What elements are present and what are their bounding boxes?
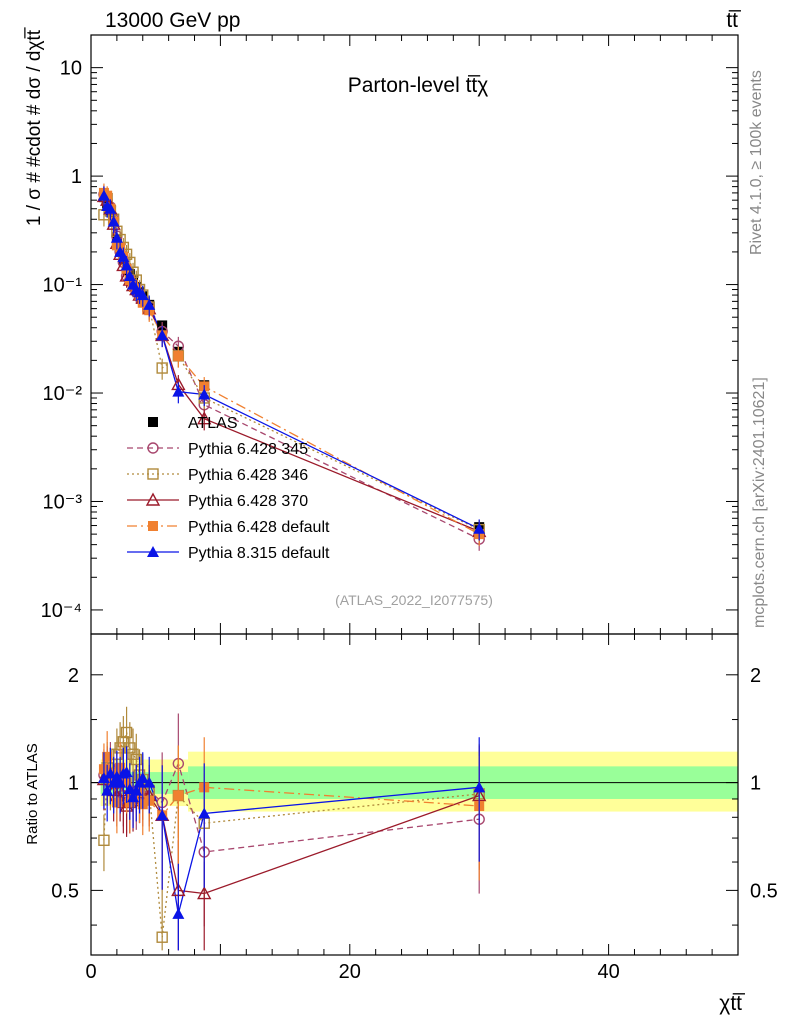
ratio-y-tick-label-right: 2 (750, 665, 761, 687)
ratio-point (117, 736, 130, 748)
data-point (143, 298, 156, 310)
data-point (156, 362, 168, 374)
legend-label: ATLAS (188, 415, 238, 432)
data-point (156, 329, 169, 341)
legend-marker (148, 521, 158, 531)
ratio-y-axis-label: Ratio to ATLAS (24, 743, 41, 844)
data-point (136, 289, 149, 301)
ratio-point (172, 907, 185, 919)
y-tick-label: 10⁻¹ (43, 275, 83, 297)
data-point (104, 202, 117, 214)
ratio-point (156, 809, 169, 821)
legend-label: Pythia 8.315 default (188, 545, 330, 562)
header-left-title: 13000 GeV pp (105, 9, 240, 32)
ratio-point (198, 807, 211, 819)
legend-label: Pythia 6.428 346 (188, 467, 308, 484)
x-tick-label: 40 (597, 961, 619, 983)
legend-marker (148, 417, 158, 427)
data-point (110, 231, 123, 243)
ratio-point (173, 790, 184, 801)
series-line-1 (103, 193, 480, 540)
ratio-point (124, 742, 136, 754)
ratio-point (143, 776, 156, 788)
data-point (198, 388, 211, 400)
data-point (197, 411, 212, 425)
legend-marker (147, 442, 159, 454)
ratio-point (136, 771, 149, 783)
data-point (473, 522, 486, 534)
legend: ATLAS Pythia 6.428 345 Pythia 6.428 346 Pyt… (127, 415, 330, 562)
y-tick-label: 10⁻² (43, 383, 83, 405)
legend-marker (147, 468, 159, 480)
ratio-y-tick-label: 0.5 (51, 880, 79, 902)
x-tick-label: 0 (85, 961, 96, 983)
ratio-y-tick-label-right: 1 (750, 773, 761, 795)
legend-label: Pythia 6.428 default (188, 519, 330, 536)
y-axis-label: 1 / σ # #cdot # dσ / dχtt̅ (24, 27, 45, 226)
ratio-point (156, 931, 168, 943)
ratio-y-tick-label: 1 (68, 773, 79, 795)
ratio-point (130, 753, 142, 766)
ratio-y-tick-label-right: 0.5 (750, 880, 778, 902)
y-tick-label: 1 (71, 166, 82, 188)
ratio-point (102, 751, 113, 762)
y-tick-label: 10 (60, 58, 82, 80)
y-tick-label: 10⁻⁴ (41, 600, 82, 622)
ratio-point (120, 726, 133, 739)
data-point (173, 350, 184, 361)
x-tick-label: 20 (339, 961, 361, 983)
ratio-plot-frame (90, 633, 739, 956)
rivet-side-label: Rivet 4.1.0, ≥ 100k events (748, 70, 765, 255)
legend-marker (145, 492, 161, 506)
legend-marker (147, 546, 159, 557)
chart-title: Parton-level tt̅χ (348, 74, 489, 97)
data-point (107, 215, 120, 227)
x-axis-label: χtt̅ (719, 992, 746, 1015)
legend-label: Pythia 6.428 345 (188, 441, 308, 458)
axis-ticks: 0 20 40 10⁻⁴ 10⁻³ 10⁻² 10⁻¹ 1 10 0.5 0.5 1 1 2 2 (41, 34, 778, 983)
data-series (103, 192, 480, 938)
ratio-point (98, 834, 110, 846)
mcplots-side-label: mcplots.cern.ch [arXiv:2401.10621] (751, 377, 768, 628)
header-right-title: tt̅ (726, 9, 742, 32)
data-points (96, 183, 487, 951)
ratio-bands (91, 751, 739, 812)
ratio-point (197, 886, 212, 900)
data-point (172, 385, 185, 397)
ratio-point (473, 781, 486, 793)
legend-label: Pythia 6.428 370 (188, 493, 308, 510)
ratio-y-tick-label: 2 (68, 665, 79, 687)
y-tick-label: 10⁻³ (43, 491, 83, 513)
plot-frames (90, 34, 739, 956)
plot-id-annotation: (ATLAS_2022_I2077575) (335, 592, 493, 608)
